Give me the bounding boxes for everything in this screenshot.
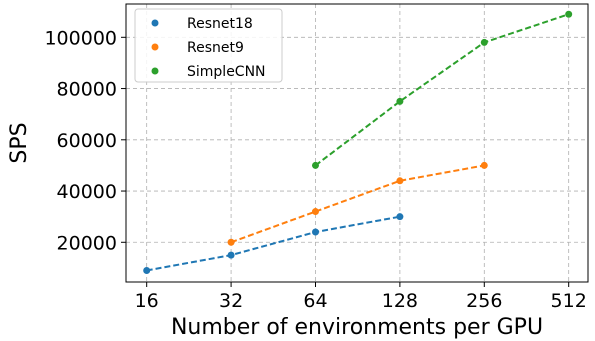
plot-frame <box>125 3 589 283</box>
legend-item-resnet9: Resnet9 <box>151 40 244 56</box>
x-tick-label: 128 <box>382 290 418 312</box>
legend-label-simplecnn: SimpleCNN <box>187 64 266 80</box>
data-point-simplecnn <box>565 10 573 18</box>
x-axis-title: Number of environments per GPU <box>171 315 543 340</box>
y-tick-label: 100000 <box>44 27 117 49</box>
x-tick-label: 512 <box>551 290 587 312</box>
series-line-resnet18 <box>146 215 401 272</box>
series-resnet18 <box>143 213 404 274</box>
series-line-resnet9 <box>230 164 485 244</box>
data-point-resnet18 <box>227 251 235 259</box>
data-point-resnet18 <box>396 213 404 221</box>
data-point-resnet9 <box>480 161 488 169</box>
x-tick-label: 16 <box>135 290 159 312</box>
ticks: 16 32 64 128 256 512 20000 40000 60000 80000 10000… <box>44 27 586 312</box>
data-point-simplecnn <box>311 161 319 169</box>
y-tick-label: 80000 <box>57 79 117 101</box>
legend-marker-resnet9 <box>151 43 159 51</box>
legend-item-resnet18: Resnet18 <box>151 16 253 32</box>
legend-label-resnet18: Resnet18 <box>187 16 253 32</box>
data-point-simplecnn <box>480 38 488 46</box>
y-axis-title: SPS <box>7 122 32 163</box>
legend-marker-resnet18 <box>151 19 159 27</box>
legend-box <box>134 8 283 83</box>
y-tick-label: 20000 <box>57 232 117 254</box>
x-tick-label: 256 <box>466 290 502 312</box>
legend-marker-simplecnn <box>151 67 159 75</box>
series-line-simplecnn <box>314 13 570 167</box>
data-point-resnet9 <box>396 177 404 185</box>
data-point-simplecnn <box>396 97 404 105</box>
y-tick-label: 40000 <box>57 181 117 203</box>
x-tick-label: 32 <box>219 290 243 312</box>
data-point-resnet18 <box>143 266 151 274</box>
data-point-resnet9 <box>311 208 319 216</box>
series-resnet9 <box>227 161 488 246</box>
legend-label-resnet9: Resnet9 <box>187 40 244 56</box>
series-simplecnn <box>311 10 573 169</box>
legend: Resnet18 Resnet9 SimpleCNN <box>134 8 283 83</box>
x-tick-label: 64 <box>303 290 327 312</box>
data-point-resnet18 <box>311 228 319 236</box>
series-layer <box>143 10 573 274</box>
legend-item-simplecnn: SimpleCNN <box>151 64 266 80</box>
data-point-resnet9 <box>227 238 235 246</box>
y-tick-label: 60000 <box>57 130 117 152</box>
